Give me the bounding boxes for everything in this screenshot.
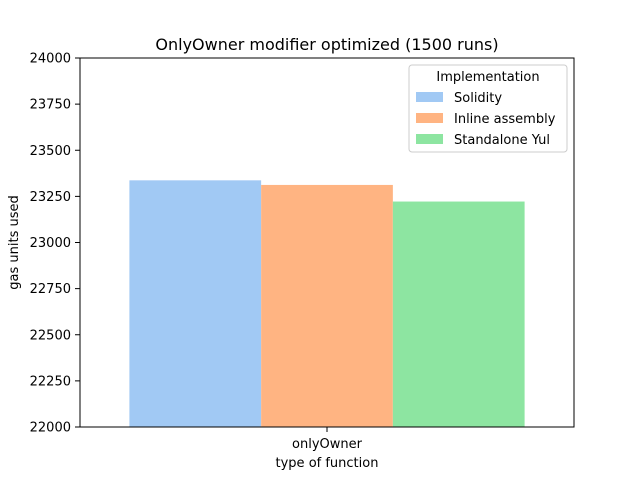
y-tick-label: 22000: [30, 421, 71, 436]
bar-standalone-yul: [392, 201, 525, 427]
y-axis: 22000 22250 22500 22750 23000 23250 23500 23750…: [30, 52, 80, 436]
y-axis-label: gas units used: [7, 195, 22, 289]
x-axis: onlyOwner: [292, 427, 363, 452]
y-tick-label: 23750: [30, 98, 71, 113]
y-tick-label: 22500: [30, 328, 71, 343]
legend-swatch: [416, 113, 443, 123]
chart-title: OnlyOwner modifier optimized (1500 runs): [155, 35, 498, 54]
y-tick-label: 22250: [30, 374, 71, 389]
legend-entries: Solidity Inline assembly Standalone Yul: [416, 91, 556, 148]
y-tick-label: 23250: [30, 190, 71, 205]
x-axis-label: type of function: [276, 456, 379, 471]
legend-title: Implementation: [436, 70, 539, 85]
y-tick-label: 24000: [30, 52, 71, 67]
y-tick-label: 23000: [30, 236, 71, 251]
x-tick-label: onlyOwner: [292, 437, 363, 452]
legend-label: Solidity: [454, 91, 502, 106]
legend: Implementation Solidity Inline assembly St…: [408, 64, 568, 153]
y-tick-label: 23500: [30, 144, 71, 159]
legend-label: Inline assembly: [454, 112, 556, 127]
legend-box: [408, 64, 568, 153]
bars-group: [129, 180, 525, 427]
legend-label: Standalone Yul: [454, 133, 550, 148]
legend-swatch: [416, 134, 443, 144]
legend-swatch: [416, 92, 443, 102]
bar-solidity: [129, 180, 262, 427]
y-tick-label: 22750: [30, 282, 71, 297]
bar-inline-assembly: [261, 184, 393, 427]
